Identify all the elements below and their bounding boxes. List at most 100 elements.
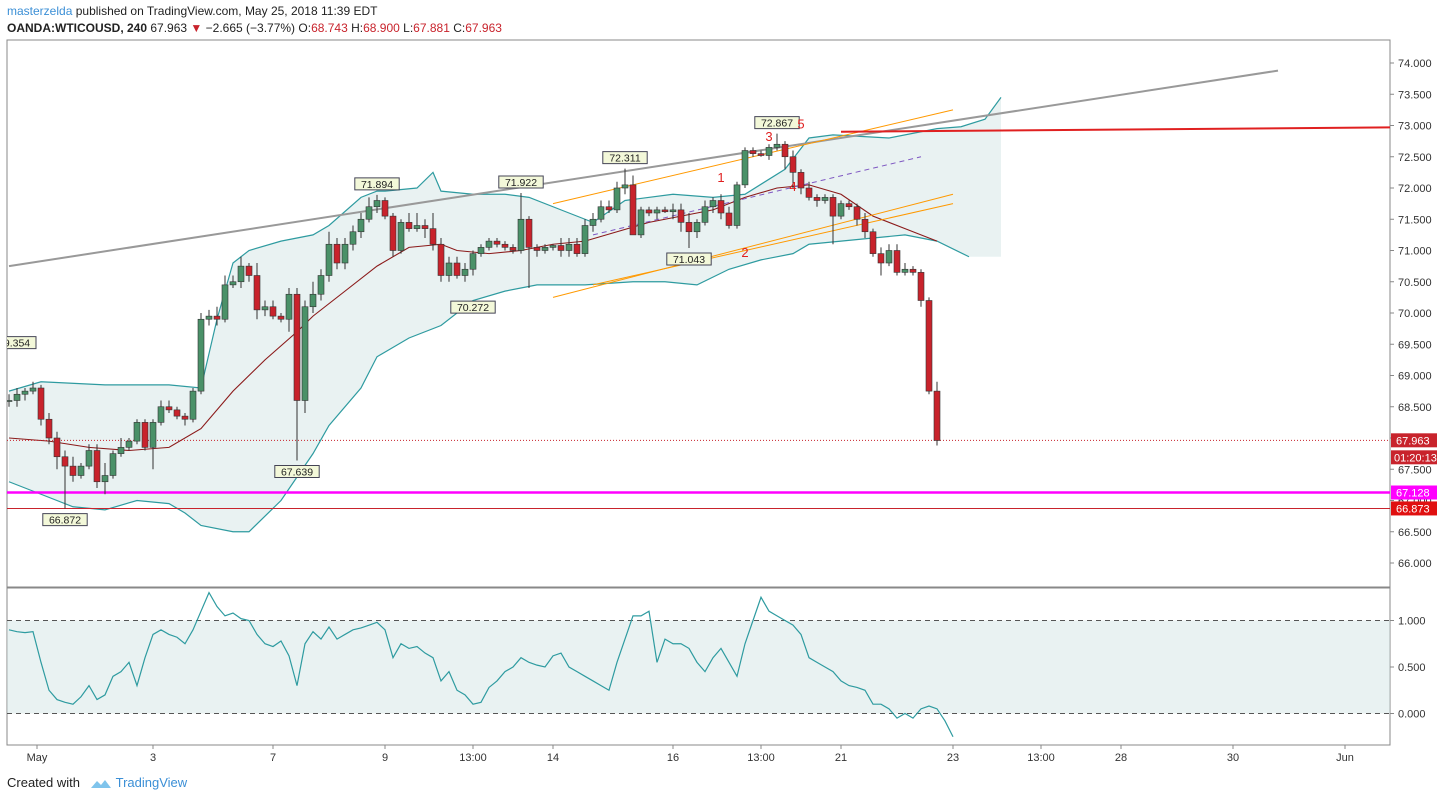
candle-body [869, 231, 877, 254]
candle-body [245, 265, 253, 276]
candle-body [533, 247, 541, 251]
wave-label: 4 [789, 179, 796, 194]
tradingview-link[interactable]: TradingView [115, 775, 188, 790]
candle-body [157, 406, 165, 423]
swing-price-label-box [7, 336, 37, 350]
price-tick-label: 71.500 [1398, 214, 1432, 226]
price-tick-label: 66.000 [1398, 558, 1432, 570]
candle-body [829, 197, 837, 217]
candle-body [29, 387, 37, 392]
swing-price-label: 67.639 [281, 467, 313, 479]
price-tick-label: 70.500 [1398, 277, 1432, 289]
time-tick-label: 21 [835, 752, 847, 764]
swing-price-label: 72.867 [761, 118, 793, 130]
candle-body [261, 306, 269, 311]
low-value: 67.881 [413, 21, 450, 35]
time-tick-label: 13:00 [747, 752, 775, 764]
candle-body [901, 268, 909, 273]
price-tick-label: 70.000 [1398, 308, 1432, 320]
time-tick-label: 23 [947, 752, 959, 764]
symbol-info: OANDA:WTICOUSD, 240 67.963 ▼ −2.665 (−3.… [7, 21, 502, 35]
candle-body [397, 222, 405, 251]
candle-body [597, 206, 605, 220]
candle-body [621, 184, 629, 189]
price-tick-label: 74.000 [1398, 58, 1432, 70]
candle-body [141, 422, 149, 448]
candle-body [349, 231, 357, 245]
candle-body [381, 200, 389, 217]
osc-plot [7, 591, 1390, 738]
red-level-tag-bg [1391, 501, 1437, 516]
time-tick-label: 30 [1227, 752, 1239, 764]
candle-body [7, 400, 13, 402]
symbol-name: OANDA:WTICOUSD, 240 [7, 21, 148, 35]
candle-body [485, 240, 493, 248]
candle-body [197, 318, 205, 392]
candle-body [629, 184, 637, 236]
candle-body [885, 250, 893, 264]
candle-body [365, 206, 373, 220]
candle-body [53, 437, 61, 458]
last-price-tag: 67.963 [1396, 435, 1430, 447]
candle-body [301, 306, 309, 401]
osc-line [8, 591, 954, 738]
candle-body [277, 315, 285, 320]
high-label: H: [351, 21, 364, 35]
time-tick-label: 13:00 [1027, 752, 1055, 764]
candle-body [717, 200, 725, 214]
candle-body [133, 422, 141, 442]
candle-body [781, 143, 789, 158]
time-tick-label: 28 [1115, 752, 1127, 764]
time-tick-label: 9 [382, 752, 388, 764]
candle-body [205, 315, 213, 320]
swing-price-label: 71.043 [673, 254, 705, 266]
author-link[interactable]: masterzelda [7, 4, 73, 18]
osc-tick-label: 1.000 [1398, 616, 1426, 628]
candle-body [501, 243, 509, 248]
close-label: C: [453, 21, 466, 35]
candle-body [445, 262, 453, 276]
wave-label: 1 [717, 170, 724, 185]
main-pane [6, 39, 1391, 588]
candle-body [733, 184, 741, 226]
candle-body [85, 450, 93, 467]
swing-price-label-box [754, 116, 800, 130]
swing-price-label-box [498, 175, 544, 189]
close-value: 67.963 [465, 21, 502, 35]
price-tick-label: 68.500 [1398, 402, 1432, 414]
candle-body [37, 387, 45, 420]
swing-price-label: 71.894 [361, 179, 393, 191]
candle-body [757, 153, 765, 156]
candle-body [909, 268, 917, 273]
candle-body [661, 209, 669, 213]
candle-body [893, 250, 901, 273]
candle-body [709, 200, 717, 208]
candle-body [469, 253, 477, 270]
candle-body [125, 440, 133, 448]
candle-body [677, 209, 685, 223]
magenta-level-tag-bg [1391, 485, 1437, 500]
candle-body [741, 150, 749, 186]
down-arrow-icon: ▼ [190, 21, 203, 35]
candle-body [493, 240, 501, 245]
price-tick-label: 67.500 [1398, 464, 1432, 476]
candle-body [613, 187, 621, 211]
candle-body [453, 262, 461, 276]
candle-body [237, 265, 245, 283]
candle-body [325, 243, 333, 276]
candle-body [77, 465, 85, 476]
candle-body [549, 245, 557, 248]
open-value: 68.743 [311, 21, 348, 35]
red-level-tag: 66.873 [1396, 503, 1430, 515]
candle-body [933, 390, 941, 441]
price-tick-label: 71.000 [1398, 246, 1432, 258]
swing-price-label-box [602, 151, 648, 165]
candle-body [861, 218, 869, 233]
candle-body [517, 218, 525, 251]
candle-body [293, 293, 301, 401]
time-tick-label: 16 [667, 752, 679, 764]
candle-body [341, 243, 349, 264]
candle-body [173, 409, 181, 417]
resistance-line [840, 126, 1390, 133]
